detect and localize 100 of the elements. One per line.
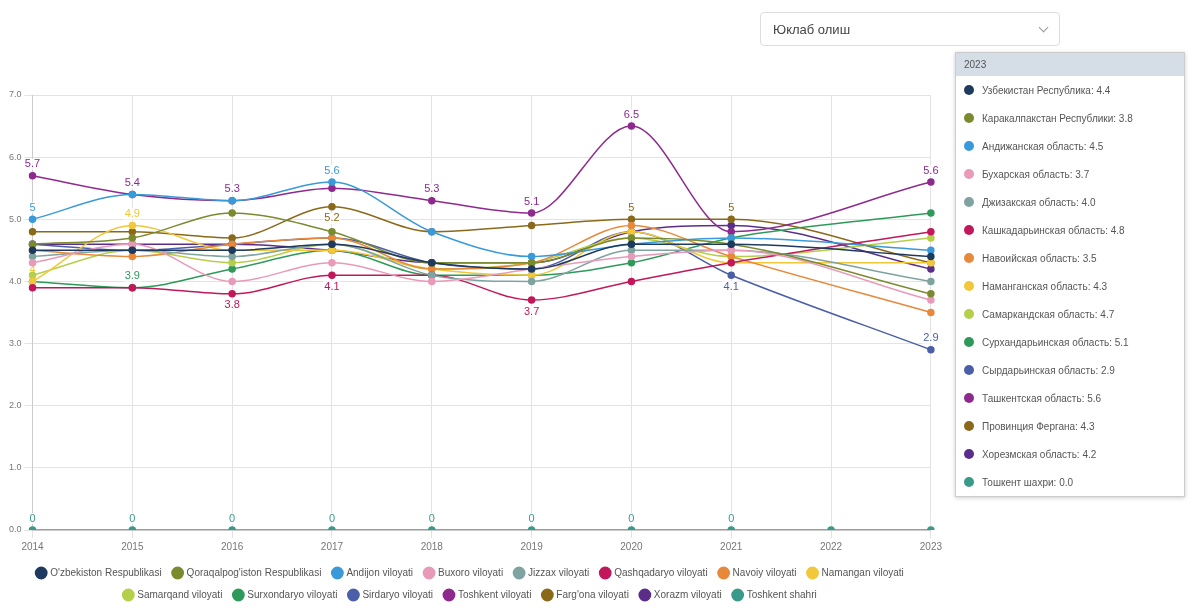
data-label: 0 xyxy=(528,511,535,524)
data-label: 5.4 xyxy=(124,175,140,188)
data-label: 3.9 xyxy=(124,269,140,282)
legend-label: Surxondaryo viloyati xyxy=(247,588,338,600)
y-tick-label: 0.0 xyxy=(9,524,22,535)
point xyxy=(927,296,935,304)
data-label: 3.7 xyxy=(523,304,540,317)
data-label: 2.9 xyxy=(923,331,939,344)
point xyxy=(28,172,37,180)
point xyxy=(328,271,336,279)
point xyxy=(727,227,735,236)
point xyxy=(927,234,935,242)
data-label: 4.1 xyxy=(324,279,340,292)
point xyxy=(527,221,536,230)
legend-label: Buxoro viloyati xyxy=(438,566,504,578)
legend-label: Toshkent viloyati xyxy=(457,588,532,600)
text: Ташкентская область: 5.6 xyxy=(982,392,1102,404)
text: Сырдарьинская область: 2.9 xyxy=(982,364,1115,376)
point xyxy=(927,227,935,236)
text: Узбекистан Республика: 4.4 xyxy=(982,84,1111,96)
x-tick-label: 2020 xyxy=(620,540,643,552)
point xyxy=(927,346,935,354)
point xyxy=(328,184,336,192)
point xyxy=(627,221,636,230)
point xyxy=(128,221,137,230)
point xyxy=(228,277,236,286)
data-label: 6.5 xyxy=(623,107,640,120)
data-label: 5 xyxy=(728,200,735,213)
legend-label: Xorazm viloyati xyxy=(653,588,722,600)
x-tick-label: 2022 xyxy=(819,540,843,552)
point xyxy=(228,209,236,217)
text: Наманганская область: 4.3 xyxy=(982,280,1108,292)
point xyxy=(927,178,935,186)
x-tick-label: 2017 xyxy=(320,540,344,552)
data-label: 3.8 xyxy=(224,298,240,311)
data-label: 0 xyxy=(29,511,36,524)
point xyxy=(627,122,636,130)
x-tick-label: 2021 xyxy=(720,540,743,552)
text: Хорезмская область: 4.2 xyxy=(982,448,1097,460)
text: Кашкадарьинская область: 4.8 xyxy=(982,224,1125,236)
x-tick-label: 2023 xyxy=(919,540,943,552)
point xyxy=(428,196,436,205)
text: Джизакская область: 4.0 xyxy=(982,196,1096,208)
data-label: 0 xyxy=(229,511,236,524)
text: Навоийская область: 3.5 xyxy=(982,252,1097,264)
point xyxy=(228,290,236,298)
point xyxy=(128,227,137,236)
y-tick-label: 4.0 xyxy=(9,275,22,286)
y-tick-label: 6.0 xyxy=(9,151,22,162)
data-label: 5 xyxy=(628,200,635,213)
data-label: 4.9 xyxy=(124,207,140,220)
x-tick-label: 2018 xyxy=(420,540,444,552)
data-label: 5.6 xyxy=(923,163,939,176)
point xyxy=(927,265,935,273)
data-label: 4.1 xyxy=(723,279,739,292)
legend-label: O'zbekiston Respublikasi xyxy=(50,566,162,578)
point xyxy=(527,252,536,261)
point xyxy=(627,277,636,286)
point xyxy=(28,227,37,236)
x-tick-label: 2014 xyxy=(21,540,45,552)
point xyxy=(328,178,336,186)
data-label: 5.2 xyxy=(324,211,340,224)
legend-label: Qoraqalpog'iston Respublikasi xyxy=(186,566,322,578)
legend-label: Jizzax viloyati xyxy=(528,566,590,578)
data-label: 5.3 xyxy=(424,182,440,195)
y-tick-label: 1.0 xyxy=(9,462,22,473)
point xyxy=(927,209,935,217)
point xyxy=(727,221,735,230)
text: Каракалпакстан Республики: 3.8 xyxy=(982,112,1133,124)
point xyxy=(727,215,735,224)
data-label: 5.6 xyxy=(324,163,340,176)
text: Тошкент шахри: 0.0 xyxy=(982,476,1074,488)
y-tick-label: 7.0 xyxy=(9,89,22,100)
point xyxy=(328,227,336,236)
point xyxy=(627,259,636,267)
legend-label: Namangan viloyati xyxy=(821,566,904,578)
point xyxy=(328,259,336,267)
point xyxy=(627,252,636,261)
x-tick-label: 2016 xyxy=(221,540,244,552)
data-label: 5 xyxy=(29,200,36,213)
data-label: 0 xyxy=(628,511,635,524)
data-label: 0 xyxy=(328,511,336,524)
point xyxy=(527,296,536,304)
text: Бухарская область: 3.7 xyxy=(982,168,1090,180)
text: Сурхандарьинская область: 5.1 xyxy=(982,336,1129,348)
legend-label: Farg'ona viloyati xyxy=(556,588,629,600)
legend-label: Samarqand viloyati xyxy=(137,588,223,600)
text: Юклаб олиш xyxy=(773,21,851,37)
legend-label: Andijon viloyati xyxy=(346,566,414,578)
point xyxy=(28,283,37,292)
data-label: 5.1 xyxy=(523,194,540,207)
point xyxy=(527,209,536,217)
point xyxy=(328,203,336,211)
point xyxy=(428,277,436,286)
data-label: 0 xyxy=(428,511,435,524)
x-tick-label: 2015 xyxy=(121,540,144,552)
point xyxy=(927,252,935,261)
point xyxy=(627,215,636,224)
legend-label: Navoiy viloyati xyxy=(732,566,797,578)
point xyxy=(228,252,236,261)
